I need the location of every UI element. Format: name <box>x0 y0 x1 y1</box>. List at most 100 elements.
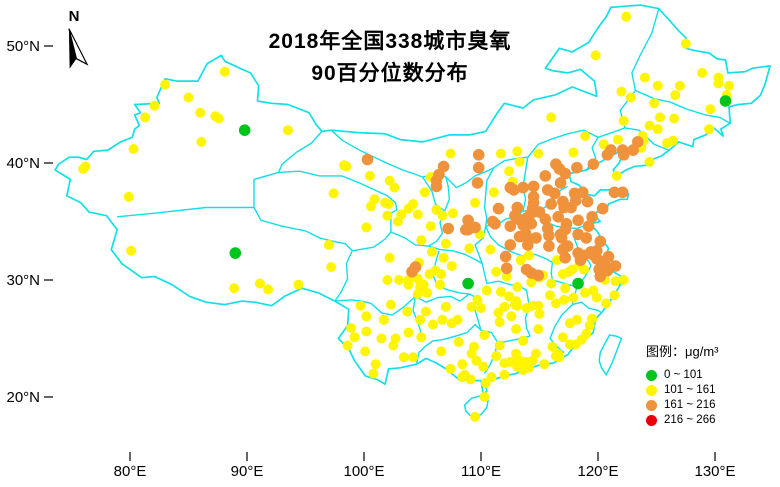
city-point <box>581 195 594 208</box>
city-point <box>368 368 379 379</box>
city-point <box>670 90 681 101</box>
city-point <box>601 149 614 161</box>
city-point <box>126 245 137 256</box>
orange-dot-icon <box>646 399 657 411</box>
city-point <box>128 144 139 154</box>
city-point <box>557 332 568 343</box>
city-point <box>447 208 458 219</box>
city-point <box>238 124 251 136</box>
city-point <box>364 170 375 181</box>
city-point <box>518 335 529 346</box>
lat-tick-label: 20°N <box>6 389 40 406</box>
city-point <box>499 358 510 369</box>
city-point <box>515 362 526 373</box>
city-point <box>520 263 533 276</box>
city-point <box>489 218 501 230</box>
city-point <box>323 239 334 250</box>
city-point <box>509 299 520 310</box>
city-point <box>472 161 485 174</box>
city-point <box>470 411 481 422</box>
city-point <box>499 301 510 312</box>
city-point <box>415 314 426 325</box>
city-point <box>652 124 663 135</box>
city-point <box>491 351 502 362</box>
city-point <box>459 369 470 380</box>
city-point <box>515 255 526 266</box>
city-point <box>618 275 629 285</box>
city-point <box>534 308 545 319</box>
legend-label: 101 ~ 161 <box>664 384 716 396</box>
city-point <box>481 285 492 296</box>
city-point <box>554 177 567 189</box>
map-title: 2018年全国338城市臭氧 90百分位数分布 <box>0 26 780 89</box>
city-point <box>547 341 558 352</box>
city-point <box>591 245 603 257</box>
city-point <box>587 158 600 170</box>
city-point <box>627 144 639 156</box>
city-point <box>457 359 468 370</box>
city-point <box>621 11 632 22</box>
legend-item-orange: 161 ~ 216 <box>646 399 719 411</box>
city-point <box>539 170 552 182</box>
city-point <box>571 161 583 174</box>
legend-item-red: 216 ~ 266 <box>646 414 719 426</box>
city-point <box>572 277 584 290</box>
province-border <box>485 225 553 264</box>
city-point <box>533 324 544 335</box>
city-point <box>530 232 542 244</box>
city-point <box>378 314 389 325</box>
city-point <box>514 156 525 167</box>
city-point <box>485 244 496 255</box>
city-point <box>504 291 515 302</box>
province-border <box>635 89 731 124</box>
city-point <box>183 92 194 103</box>
city-point <box>478 361 489 372</box>
city-point <box>568 147 579 158</box>
city-point <box>469 221 481 234</box>
lon-tick-label: 100°E <box>343 463 384 480</box>
city-point <box>383 199 394 209</box>
city-point <box>445 363 456 374</box>
city-point <box>611 170 622 181</box>
city-point <box>426 246 437 257</box>
city-point <box>466 301 477 312</box>
city-point <box>545 198 557 210</box>
city-point <box>506 311 517 322</box>
city-point <box>341 161 352 172</box>
city-point <box>550 298 561 309</box>
city-point <box>440 301 451 312</box>
city-point <box>445 148 456 159</box>
city-point <box>501 271 512 282</box>
legend-title: 图例：μg/m³ <box>646 344 719 359</box>
city-point <box>639 72 650 83</box>
city-point <box>403 327 414 338</box>
city-point <box>440 238 451 249</box>
city-point <box>494 340 505 351</box>
province-border <box>624 127 670 151</box>
city-point <box>705 104 716 115</box>
province-border <box>330 127 626 189</box>
city-point <box>195 107 206 118</box>
city-point <box>568 292 579 303</box>
lat-tick-label: 40°N <box>6 155 40 172</box>
city-point <box>479 392 490 402</box>
city-point <box>435 279 445 290</box>
city-point <box>713 72 724 83</box>
city-point <box>587 313 598 324</box>
city-point <box>229 283 240 294</box>
city-point <box>196 136 207 147</box>
city-point <box>539 359 550 370</box>
city-point <box>398 352 409 363</box>
city-point <box>560 283 571 294</box>
city-point <box>533 148 544 159</box>
city-point <box>680 38 691 49</box>
city-point <box>140 112 151 123</box>
city-point <box>512 146 523 157</box>
city-point <box>412 209 423 220</box>
city-point <box>548 187 561 200</box>
city-point <box>219 66 230 77</box>
green-dot-icon <box>646 369 657 381</box>
city-point <box>572 228 584 241</box>
city-point <box>293 279 304 290</box>
